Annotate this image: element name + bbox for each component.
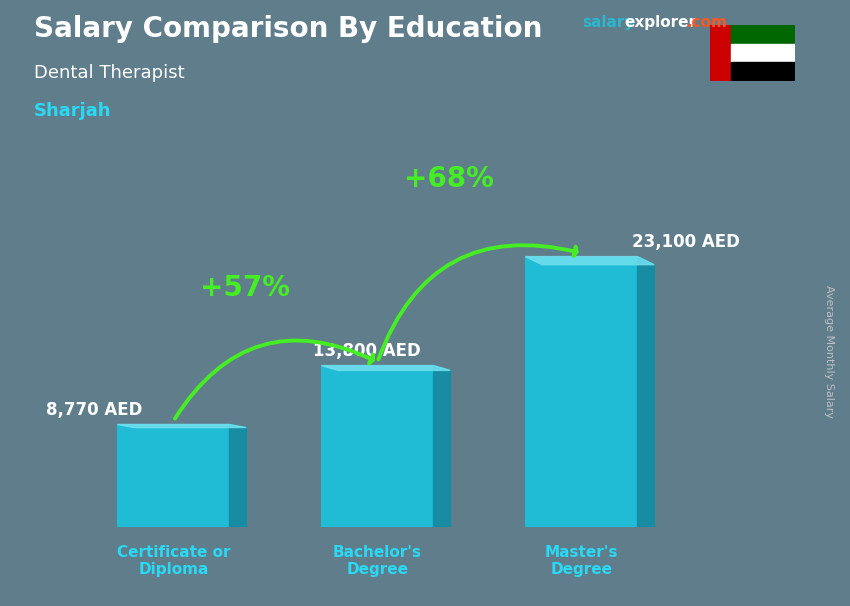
Bar bbox=[731, 62, 795, 81]
Bar bbox=[710, 25, 731, 81]
Text: Average Monthly Salary: Average Monthly Salary bbox=[824, 285, 834, 418]
Polygon shape bbox=[525, 256, 654, 265]
Bar bbox=[525, 256, 638, 527]
Text: +68%: +68% bbox=[404, 165, 494, 193]
Text: Salary Comparison By Education: Salary Comparison By Education bbox=[34, 15, 542, 43]
Text: salary: salary bbox=[582, 15, 635, 30]
Text: Dental Therapist: Dental Therapist bbox=[34, 64, 184, 82]
Text: Master's
Degree: Master's Degree bbox=[545, 545, 618, 577]
Text: 13,800 AED: 13,800 AED bbox=[314, 342, 421, 360]
Bar bbox=[731, 25, 795, 44]
Text: 8,770 AED: 8,770 AED bbox=[47, 401, 143, 419]
Bar bbox=[117, 424, 230, 527]
Polygon shape bbox=[117, 424, 246, 428]
Text: Sharjah: Sharjah bbox=[34, 102, 111, 120]
Polygon shape bbox=[434, 365, 450, 527]
Text: +57%: +57% bbox=[200, 274, 290, 302]
Polygon shape bbox=[638, 256, 654, 527]
Text: explorer: explorer bbox=[625, 15, 697, 30]
Text: 23,100 AED: 23,100 AED bbox=[632, 233, 740, 251]
Polygon shape bbox=[230, 424, 246, 527]
Polygon shape bbox=[321, 365, 450, 370]
Text: Certificate or
Diploma: Certificate or Diploma bbox=[116, 545, 230, 577]
Text: .com: .com bbox=[687, 15, 728, 30]
Text: Bachelor's
Degree: Bachelor's Degree bbox=[333, 545, 422, 577]
Bar bbox=[731, 44, 795, 62]
Bar bbox=[321, 365, 434, 527]
